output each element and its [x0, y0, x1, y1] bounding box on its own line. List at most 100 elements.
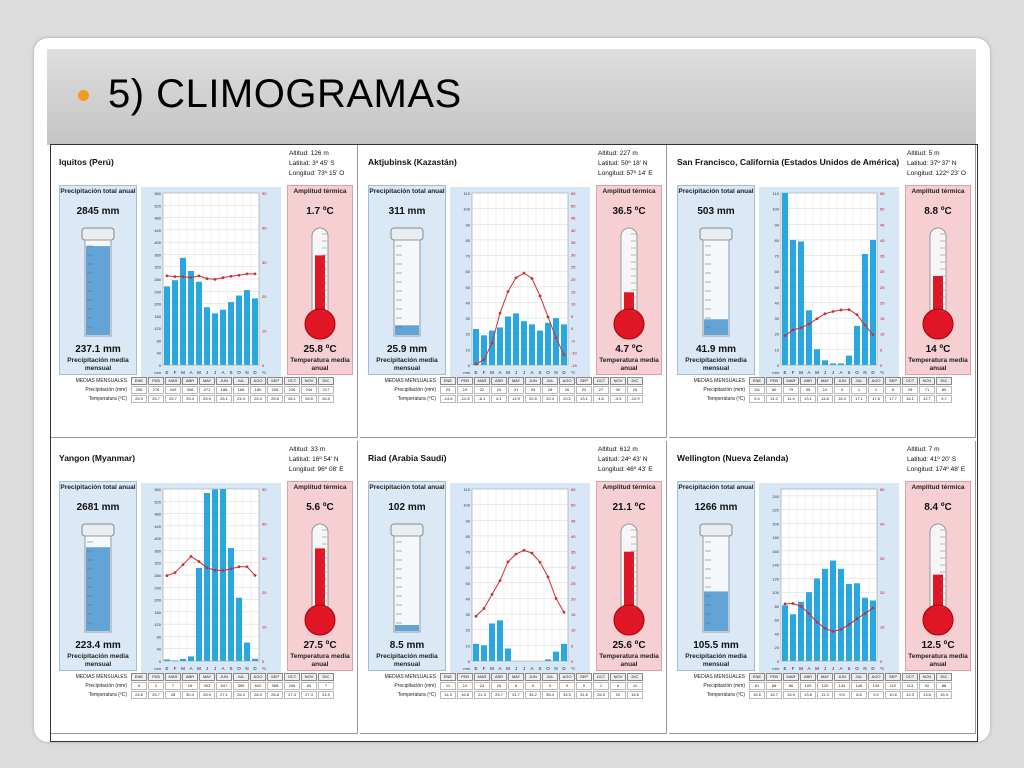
latitude: Latitud: 24º 43' N	[598, 456, 648, 463]
temp-cell: 11.9	[783, 395, 799, 403]
station-info: Altitud: 7 m Latitud: 41º 20' S Longitud: …	[907, 445, 965, 475]
precip-unit-label: mm	[463, 666, 470, 671]
precip-tick-label: 100	[772, 207, 779, 212]
temp-cell: 15.9	[783, 691, 799, 699]
temp-tick-label: 35	[571, 240, 576, 245]
precip-total-value: 2845 mm	[76, 206, 120, 217]
temp-mean-value: 4.7 ºC	[615, 344, 643, 355]
temp-tick-label: 15	[571, 289, 576, 294]
month-label: A	[839, 370, 842, 375]
precip-tick-label: 440	[154, 228, 161, 233]
temp-cell: -14.6	[440, 395, 456, 403]
temp-cell: 26.5	[318, 395, 334, 403]
precip-cell: 146	[851, 682, 867, 690]
precip-tick-label: 80	[466, 238, 471, 243]
month-label: D	[562, 666, 566, 671]
month-label: M	[799, 666, 803, 671]
temp-mean-label: Temperatura media anual	[908, 653, 968, 668]
month-header-cell: MAY	[199, 673, 215, 681]
precip-bar	[196, 281, 202, 365]
precip-bar	[196, 567, 202, 661]
climogram-panel: Aktjubinsk (Kazastán) Altitud: 227 m Latit…	[360, 145, 667, 438]
precip-bar	[220, 489, 226, 661]
precip-tick-label: 200	[154, 598, 161, 603]
precip-tick-label: 0	[159, 363, 162, 368]
precip-cell: 0	[559, 682, 575, 690]
temp-point	[189, 555, 193, 558]
month-label: J	[832, 370, 834, 375]
temp-tick-label: 10	[262, 625, 267, 630]
precipitation-box: Precipitación total anual 311 mm 25.9 mm Pr…	[368, 185, 446, 375]
temp-cell: 8.6	[851, 691, 867, 699]
temp-row-label: Temperatura (ºC)	[706, 396, 745, 402]
temp-point	[482, 358, 486, 361]
temp-row-label: Temperatura (ºC)	[88, 396, 127, 402]
month-header-cell: DIC	[318, 673, 334, 681]
precip-tick-label: 0	[777, 363, 780, 368]
longitude: Longitud: 122º 23' O	[907, 170, 966, 177]
month-header-cell: OCT	[593, 377, 609, 385]
precip-bar	[244, 290, 250, 365]
temp-cell: 16.7	[766, 691, 782, 699]
month-header-cell: DIC	[318, 377, 334, 385]
precip-bar	[798, 241, 804, 365]
precip-cell: 25	[902, 386, 918, 394]
precip-cell: 30	[610, 386, 626, 394]
precip-cell: 11	[627, 682, 643, 690]
station-name: Wellington (Nueva Zelanda)	[677, 453, 789, 463]
temp-line	[784, 603, 874, 632]
precip-tick-label: 480	[154, 216, 161, 221]
latitude: Latitud: 16º 54' N	[289, 456, 339, 463]
month-label: E	[165, 666, 168, 671]
temp-cell: 14.8	[817, 395, 833, 403]
temp-tick-label: 30	[880, 269, 885, 274]
precip-cell: 7	[318, 682, 334, 690]
month-label: S	[538, 666, 541, 671]
month-label: O	[237, 370, 241, 375]
temp-point	[245, 272, 249, 276]
thermometer-icon	[613, 523, 645, 636]
temp-cell: 21.3	[474, 691, 490, 699]
month-header-cell: MAR	[474, 673, 490, 681]
precip-bar	[553, 318, 559, 365]
temp-tick-label: 10	[571, 628, 576, 633]
temp-unit-label: ºC	[262, 666, 266, 671]
precip-tick-label: 560	[154, 191, 161, 196]
temp-cell: 26.9	[593, 691, 609, 699]
station-info: Altitud: 612 m Latitud: 24º 43' N Longitud…	[598, 445, 653, 475]
temp-mean-label: Temperatura media anual	[908, 357, 968, 372]
month-label: A	[839, 666, 842, 671]
precip-tick-label: 120	[154, 622, 161, 627]
month-header-cell: SEP	[576, 377, 592, 385]
station-name: Yangon (Myanmar)	[59, 453, 136, 463]
precip-cell: 60	[301, 682, 317, 690]
precip-bar	[473, 329, 479, 365]
precip-row-label: Precipitación (mm)	[85, 683, 127, 689]
temp-tick-label: 55	[571, 191, 576, 196]
precip-tick-label: 40	[157, 647, 162, 652]
precip-row-label: Precipitación (mm)	[85, 387, 127, 393]
temp-cell: 11.3	[817, 691, 833, 699]
temp-cell: -6.1	[474, 395, 490, 403]
month-label: J	[206, 666, 208, 671]
temp-row: Temperatura (ºC) 24.8 25.7 28 30.4 28.9 27.1 26…	[59, 691, 334, 699]
month-label: F	[792, 666, 795, 671]
station-name: Riad (Arabia Saudí)	[368, 453, 447, 463]
table-header-label: MEDIAS MENSUALES	[384, 378, 436, 384]
precip-mean-label: Precipitación media mensual	[67, 653, 129, 668]
table-header-label: MEDIAS MENSUALES	[384, 674, 436, 680]
temp-cell: 15.4	[936, 691, 952, 699]
temp-tick-label: 20	[571, 596, 576, 601]
precip-bar	[188, 656, 194, 661]
month-label: M	[799, 370, 803, 375]
precip-cell: 11	[440, 682, 456, 690]
precip-row-label: Precipitación (mm)	[703, 387, 745, 393]
month-header-cell: MAR	[165, 673, 181, 681]
temp-cell: 9.2	[868, 691, 884, 699]
temp-tick-label: 50	[571, 503, 576, 508]
temp-cell: 26.8	[267, 691, 283, 699]
temp-point	[807, 612, 811, 615]
temp-point	[863, 323, 867, 327]
month-header-cell: MAR	[165, 377, 181, 385]
precip-bar	[870, 239, 876, 365]
